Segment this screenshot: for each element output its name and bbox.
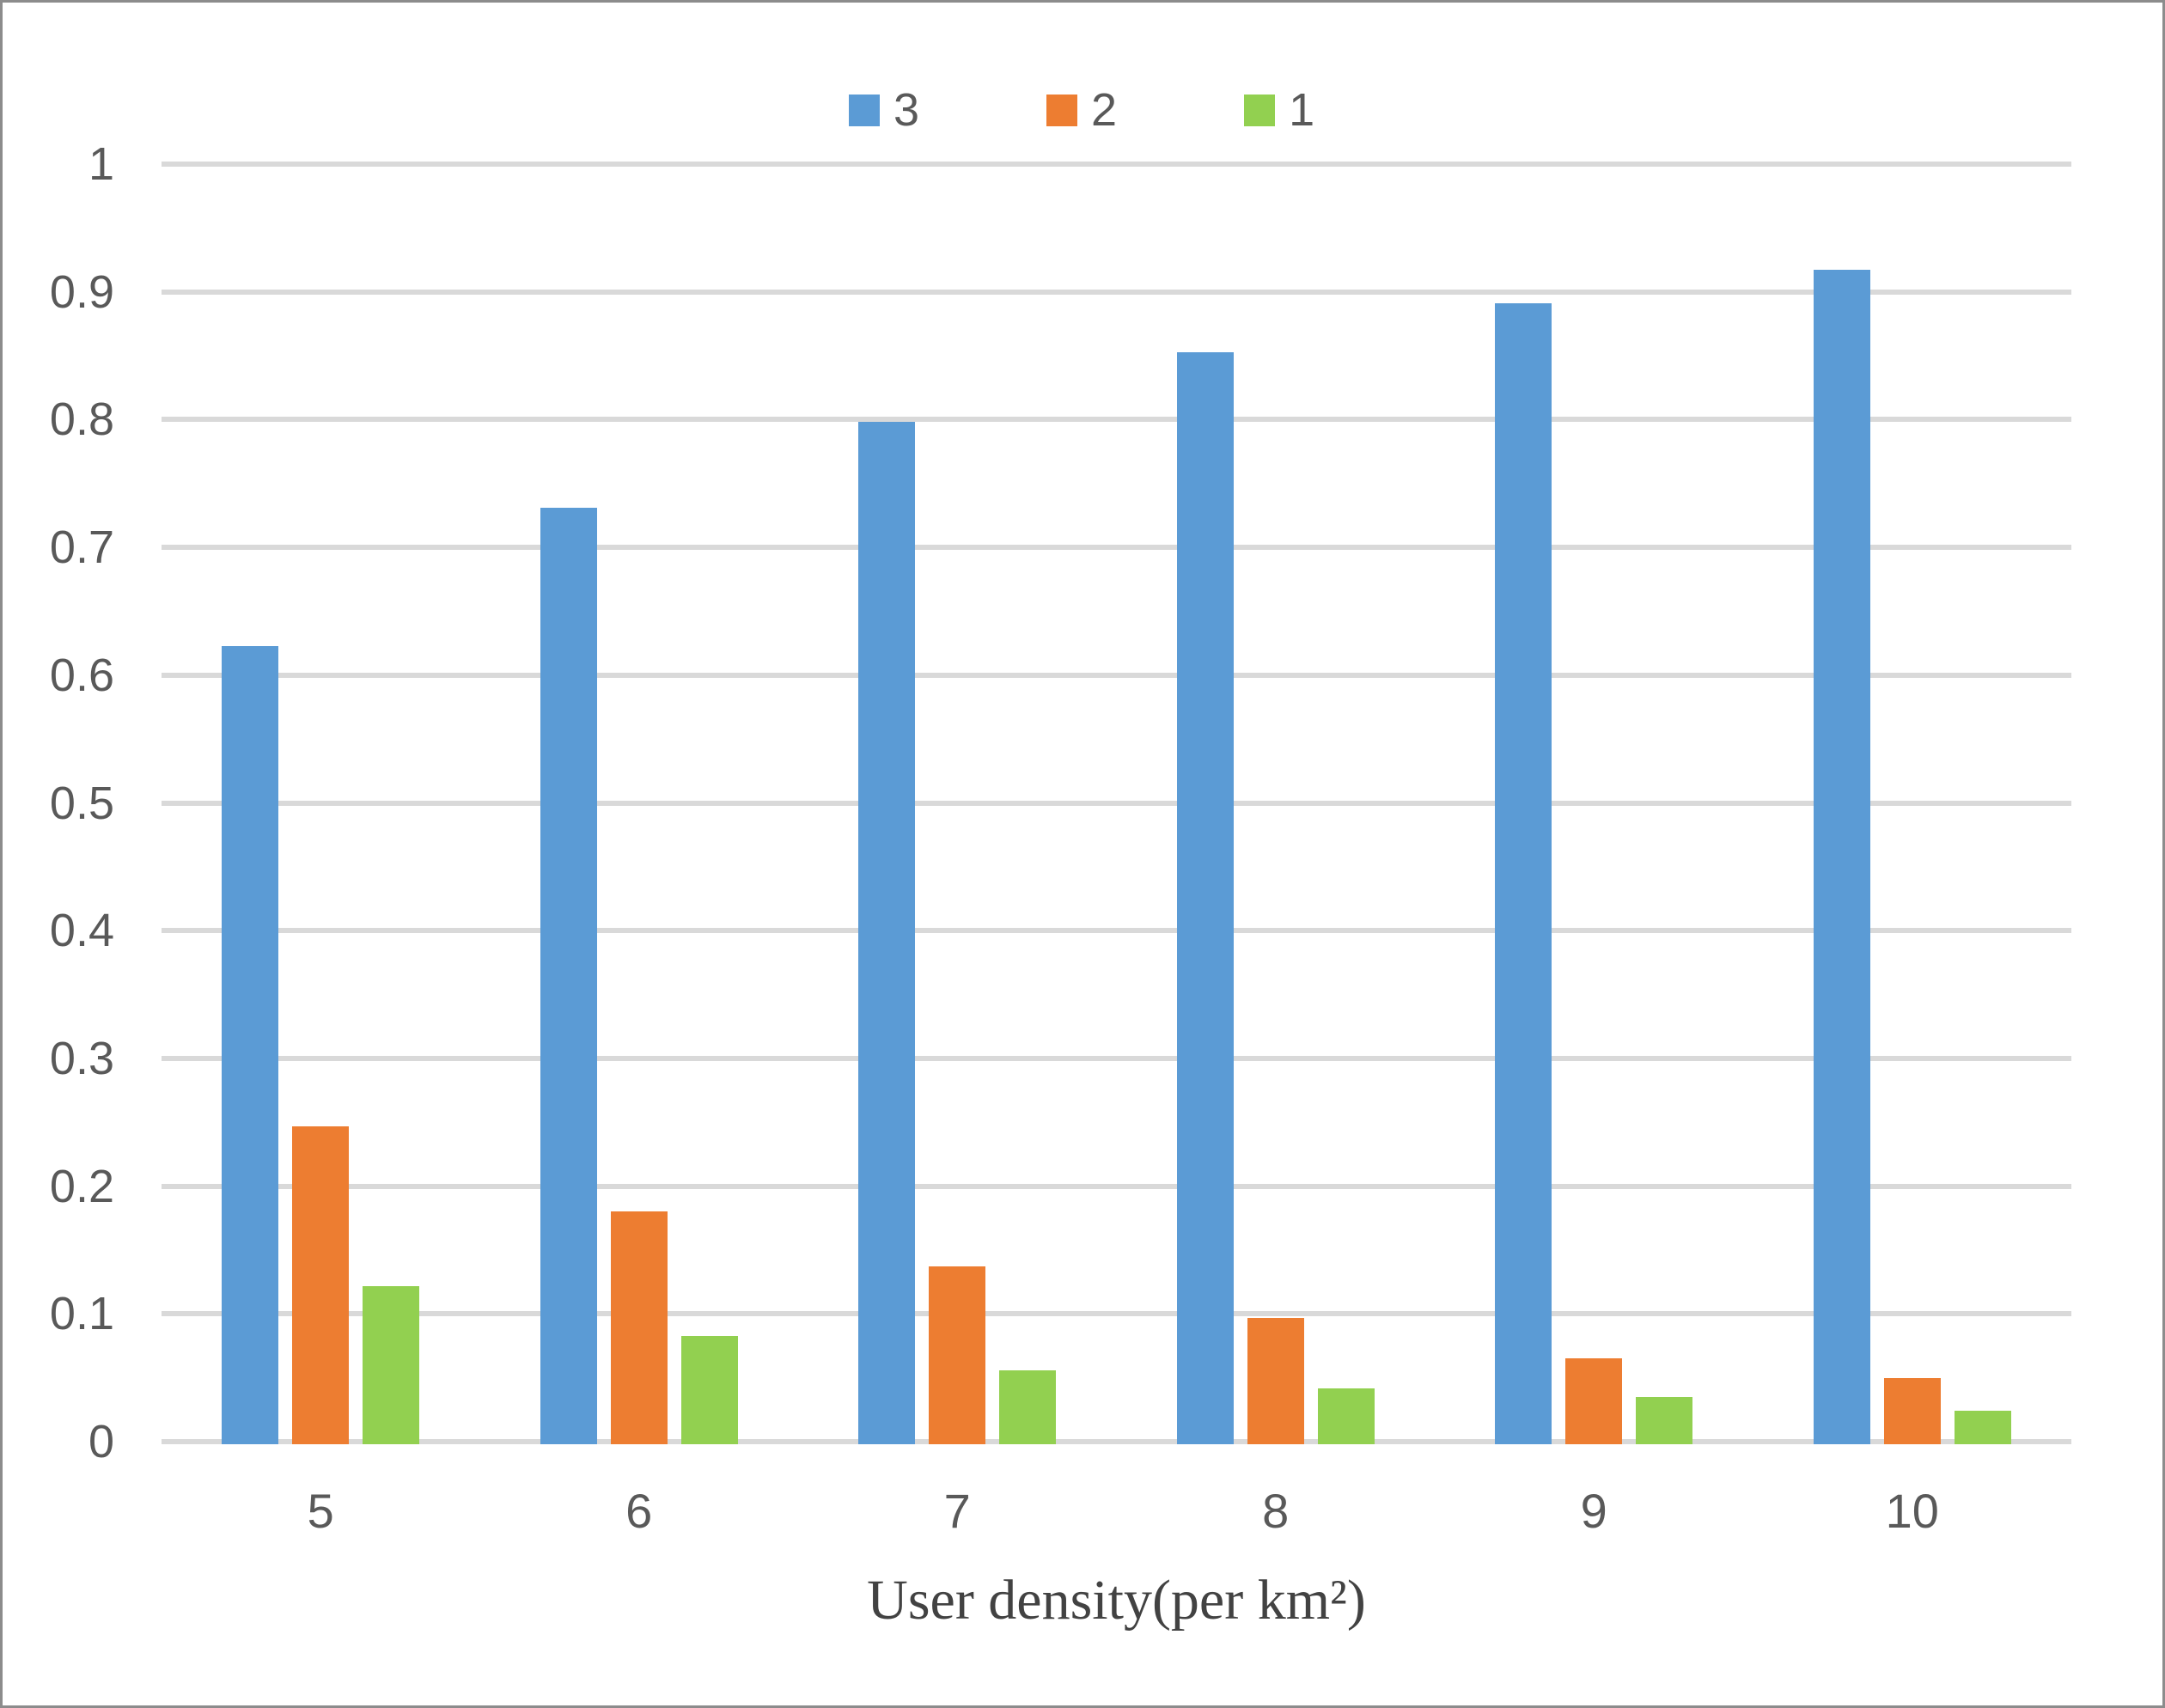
- x-axis-title: User density(per km²): [867, 1569, 1366, 1632]
- bar-series-3-category-9: [1495, 303, 1552, 1444]
- gridline-0.1: [162, 1311, 2071, 1317]
- legend-item-2: 2: [1046, 87, 1117, 133]
- legend-item-3: 3: [849, 87, 919, 133]
- y-tick-label-0.9: 0.9: [49, 265, 114, 318]
- gridline-0.9: [162, 289, 2071, 295]
- y-tick-label-0.3: 0.3: [49, 1032, 114, 1084]
- y-tick-label-0.5: 0.5: [49, 777, 114, 829]
- bar-series-2-category-10: [1883, 1377, 1941, 1444]
- y-tick-label-1: 1: [88, 138, 114, 190]
- bar-series-3-category-10: [1813, 270, 1870, 1444]
- gridline-0.5: [162, 800, 2071, 806]
- plot-area: [162, 162, 2071, 1444]
- gridline-0.3: [162, 1055, 2071, 1061]
- y-tick-label-0.8: 0.8: [49, 393, 114, 446]
- gridline-0.4: [162, 928, 2071, 934]
- x-tick-label-10: 10: [1885, 1484, 1939, 1538]
- x-tick-label-9: 9: [1580, 1484, 1607, 1538]
- bar-series-1-category-9: [1636, 1396, 1693, 1444]
- bar-series-1-category-10: [1954, 1411, 2011, 1444]
- bar-series-1-category-8: [1317, 1388, 1375, 1444]
- y-tick-label-0.4: 0.4: [49, 905, 114, 957]
- legend-label: 3: [893, 84, 920, 136]
- bar-series-3-category-7: [858, 422, 916, 1444]
- y-tick-label-0.2: 0.2: [49, 1160, 114, 1212]
- chart-legend: 3 2 1: [849, 85, 1314, 135]
- legend-label: 2: [1091, 84, 1118, 136]
- x-tick-label-8: 8: [1262, 1484, 1290, 1538]
- bar-series-2-category-9: [1565, 1358, 1623, 1444]
- gridline-0.2: [162, 1183, 2071, 1189]
- bar-series-2-category-8: [1247, 1317, 1304, 1444]
- gridline-0.8: [162, 417, 2071, 423]
- gridline-0.7: [162, 545, 2071, 551]
- bar-series-3-category-8: [1176, 351, 1234, 1444]
- x-axis: 5 6 7 8 9 10: [162, 1485, 2071, 1537]
- y-tick-label-0.7: 0.7: [49, 522, 114, 574]
- bar-series-1-category-5: [363, 1285, 420, 1444]
- x-tick-label-5: 5: [307, 1484, 334, 1538]
- x-tick-label-7: 7: [943, 1484, 971, 1538]
- y-tick-label-0.1: 0.1: [49, 1288, 114, 1340]
- legend-item-1: 1: [1244, 87, 1314, 133]
- bar-series-2-category-6: [610, 1211, 668, 1444]
- legend-swatch-icon: [1244, 94, 1276, 126]
- legend-swatch-icon: [1046, 94, 1078, 126]
- x-tick-label-6: 6: [625, 1484, 653, 1538]
- y-tick-label-0: 0: [88, 1416, 114, 1467]
- y-tick-label-0.6: 0.6: [49, 649, 114, 701]
- gridline-0.6: [162, 672, 2071, 678]
- legend-label: 1: [1289, 84, 1315, 136]
- legend-swatch-icon: [849, 94, 880, 126]
- bar-series-1-category-6: [680, 1335, 738, 1444]
- bar-series-3-category-6: [540, 508, 597, 1444]
- y-axis: 1 0.9 0.8 0.7 0.6 0.5 0.4 0.3 0.2 0.1 0: [3, 3, 114, 1708]
- bar-series-2-category-5: [292, 1125, 350, 1444]
- bar-series-3-category-5: [222, 645, 279, 1444]
- gridline-0: [162, 1439, 2071, 1444]
- bar-series-2-category-7: [929, 1266, 986, 1444]
- gridline-1: [162, 162, 2071, 167]
- bar-series-1-category-7: [999, 1369, 1057, 1444]
